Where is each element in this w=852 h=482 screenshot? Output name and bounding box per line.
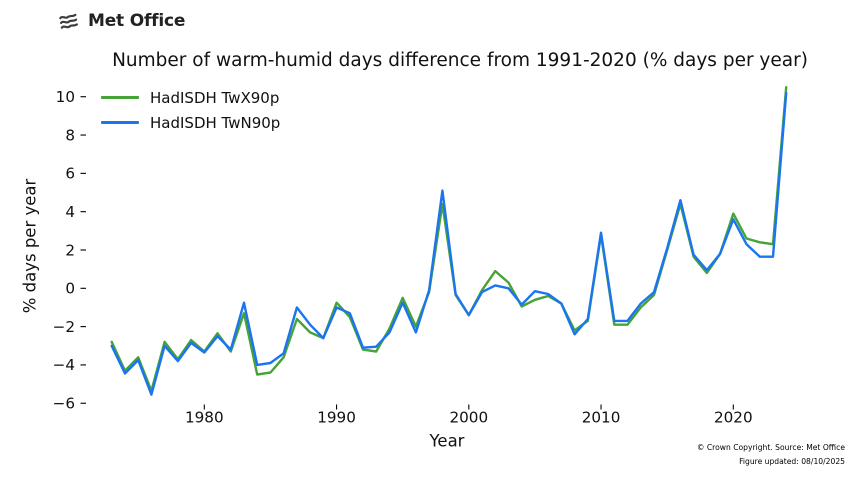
copyright-line: © Crown Copyright. Source: Met Office xyxy=(696,443,845,452)
series-line-hadisdh-twn90p xyxy=(110,91,788,396)
y-axis-label: % days per year xyxy=(20,178,40,314)
x-tick-label: 2010 xyxy=(582,409,621,427)
y-tick-label: 8 xyxy=(65,126,75,144)
y-tick-label: 2 xyxy=(65,241,75,259)
met-office-waves-icon xyxy=(59,13,78,29)
x-tick-label: 2000 xyxy=(449,409,488,427)
y-tick-label: −2 xyxy=(53,318,75,336)
copyright-note: © Crown Copyright. Source: Met Office Fi… xyxy=(697,441,845,468)
met-office-logo: Met Office xyxy=(58,11,185,31)
legend-item-twx90p: HadISDH TwX90p xyxy=(101,85,280,110)
y-tick-label: −4 xyxy=(53,356,75,374)
logo-text: Met Office xyxy=(88,11,186,31)
y-tick-label: 0 xyxy=(65,280,75,298)
x-axis-label: Year xyxy=(429,431,465,451)
legend-line-swatch-green xyxy=(101,96,139,99)
y-tick-label: −6 xyxy=(53,395,75,413)
chart-legend: HadISDH TwX90p HadISDH TwN90p xyxy=(101,85,280,135)
chart-title: Number of warm-humid days difference fro… xyxy=(112,50,808,71)
legend-label: HadISDH TwN90p xyxy=(150,113,281,132)
y-tick-label: 6 xyxy=(65,165,75,183)
legend-item-twn90p: HadISDH TwN90p xyxy=(101,110,280,135)
legend-line-swatch-blue xyxy=(101,121,139,124)
x-tick-label: 1990 xyxy=(317,409,356,427)
y-tick-label: 4 xyxy=(65,203,75,221)
x-tick-label: 1980 xyxy=(185,409,224,427)
figure-updated-line: Figure updated: 08/10/2025 xyxy=(739,456,845,466)
x-tick-label: 2020 xyxy=(714,409,753,427)
y-tick-label: 10 xyxy=(56,88,75,106)
legend-label: HadISDH TwX90p xyxy=(150,88,280,107)
